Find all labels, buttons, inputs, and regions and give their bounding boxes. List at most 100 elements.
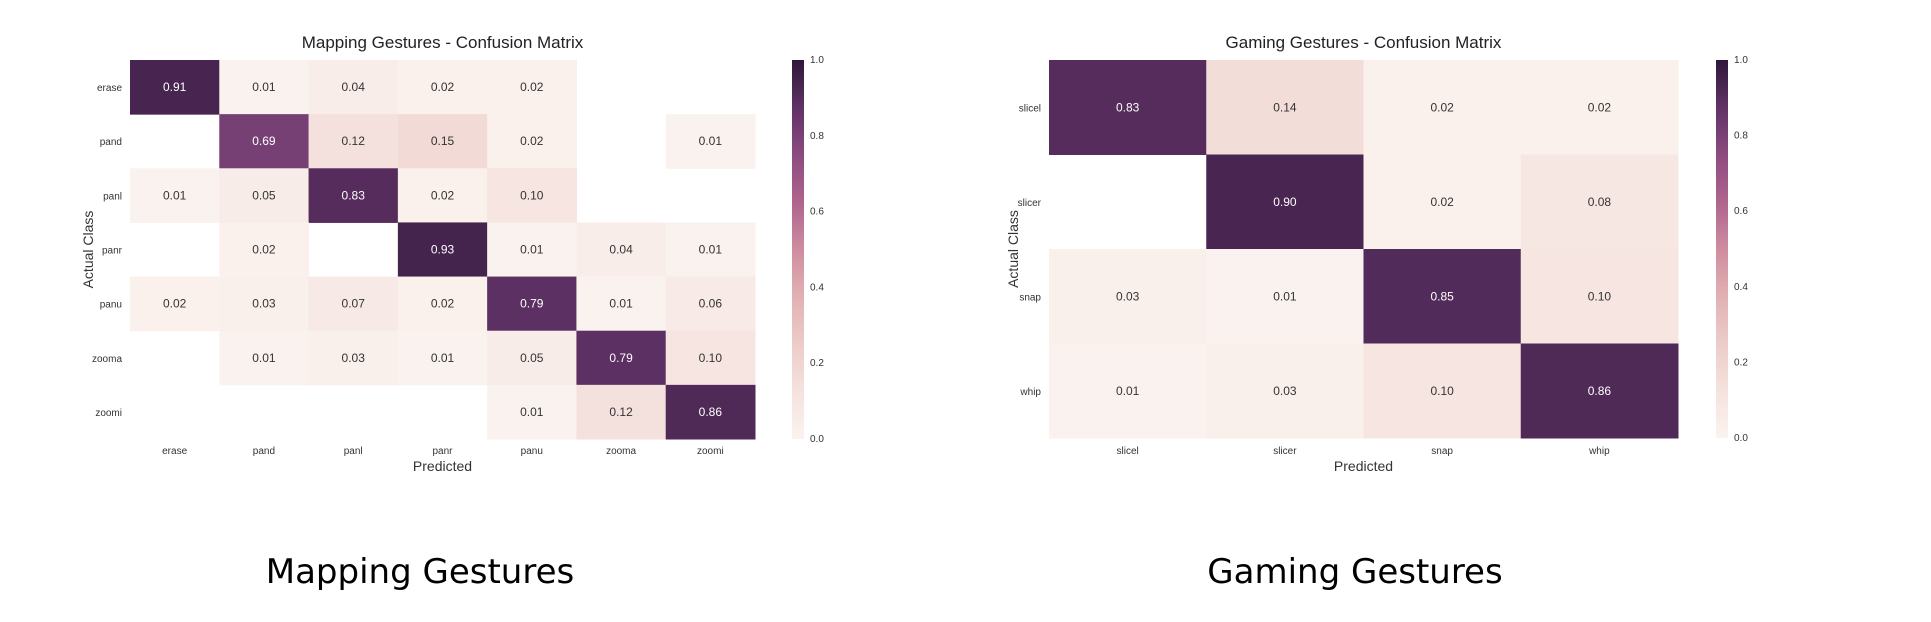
cell-value-label: 0.14 [1273, 100, 1297, 114]
column-tick-label-pand: pand [253, 446, 275, 457]
heatmap-cell [1049, 249, 1207, 344]
cell-value-label: 0.08 [1588, 195, 1612, 209]
cell-value-label: 0.01 [163, 188, 187, 202]
chart-title: Gaming Gestures - Confusion Matrix [1226, 33, 1502, 52]
heatmap-cell [665, 114, 756, 169]
heatmap-cell [308, 60, 399, 115]
chart-title: Mapping Gestures - Confusion Matrix [302, 33, 584, 52]
heatmap-cell [397, 168, 488, 223]
heatmap-cell [1206, 343, 1364, 439]
heatmap-cell [487, 114, 577, 169]
row-tick-label-panu: panu [100, 300, 122, 311]
heatmap-cell [1363, 154, 1522, 250]
row-tick-label-whip: whip [1019, 387, 1041, 398]
heatmap-cell [487, 384, 577, 440]
heatmap-cell [1363, 60, 1522, 155]
cell-value-label: 0.69 [252, 134, 276, 148]
cell-value-label: 0.03 [342, 351, 366, 365]
cell-value-label: 0.02 [520, 134, 544, 148]
column-tick-label-panl: panl [344, 446, 363, 457]
heatmap-cell [576, 276, 667, 332]
heatmap-cell [397, 276, 488, 332]
heatmap-cell [1049, 60, 1207, 155]
column-tick-label-zoomi: zoomi [697, 446, 724, 457]
colorbar-tick-label: 0.6 [810, 207, 824, 218]
heatmap-cell [487, 168, 577, 223]
cell-value-label: 0.86 [1588, 384, 1612, 398]
heatmap-cell [1206, 154, 1364, 250]
mapping-confusion-matrix: Mapping Gestures - Confusion Matrix 0.91 0… [80, 33, 824, 474]
heatmap-cell [219, 276, 310, 332]
colorbar-tick-label: 0.6 [1734, 206, 1748, 217]
heatmap-cell [397, 222, 488, 278]
column-tick-label-panr: panr [432, 446, 453, 457]
colorbar-tick-label: 0.4 [1734, 282, 1748, 293]
cell-value-label: 0.93 [431, 243, 455, 257]
heatmap-cell [219, 168, 310, 223]
heatmap-cell [219, 330, 310, 386]
colorbar [1716, 60, 1728, 438]
colorbar-tick-label: 0.2 [810, 358, 824, 369]
cell-value-label: 0.01 [609, 297, 633, 311]
cell-value-label: 0.86 [699, 405, 723, 419]
heatmap-cell [665, 330, 756, 386]
row-tick-label-slicel: slicel [1019, 103, 1041, 114]
cell-value-label: 0.07 [342, 297, 366, 311]
heatmap-cell [1520, 154, 1679, 250]
column-tick-label-zooma: zooma [606, 446, 636, 457]
cell-value-label: 0.02 [1430, 100, 1454, 114]
cell-value-label: 0.03 [252, 297, 276, 311]
heatmap-cell [397, 330, 488, 386]
heatmap-cell [130, 60, 220, 115]
heatmap-cell [1206, 249, 1364, 344]
row-tick-label-snap: snap [1019, 292, 1041, 303]
cell-value-label: 0.01 [431, 351, 455, 365]
heatmap-cell [219, 114, 310, 169]
row-tick-label-panl: panl [103, 191, 122, 202]
row-tick-label-zooma: zooma [92, 354, 122, 365]
row-tick-label-slicer: slicer [1018, 198, 1042, 209]
colorbar-tick-label: 0.4 [810, 282, 824, 293]
cell-value-label: 0.10 [520, 188, 544, 202]
column-tick-label-slicel: slicel [1117, 446, 1139, 457]
heatmap-cell [1520, 60, 1679, 155]
heatmap-cell [1206, 60, 1364, 155]
column-tick-label-erase: erase [162, 446, 187, 457]
colorbar-tick-label: 0.0 [1734, 433, 1748, 444]
colorbar-tick-label: 1.0 [1734, 55, 1748, 66]
heatmap-cell [576, 384, 667, 440]
cell-value-label: 0.01 [252, 351, 276, 365]
heatmap-cell [130, 276, 220, 332]
row-tick-label-zoomi: zoomi [95, 408, 122, 419]
cell-value-label: 0.10 [1588, 289, 1612, 303]
cell-value-label: 0.91 [163, 80, 187, 94]
cell-value-label: 0.01 [520, 405, 544, 419]
cell-value-label: 0.03 [1116, 289, 1140, 303]
heatmap-cell [665, 276, 756, 332]
cell-value-label: 0.10 [1430, 384, 1454, 398]
cell-value-label: 0.02 [431, 297, 455, 311]
cell-value-label: 0.79 [609, 351, 633, 365]
y-axis-label: Actual Class [80, 211, 96, 289]
colorbar-tick-label: 0.8 [810, 131, 824, 142]
cell-value-label: 0.10 [699, 351, 723, 365]
y-axis-label: Actual Class [1005, 210, 1021, 288]
cell-value-label: 0.15 [431, 134, 455, 148]
colorbar [792, 60, 804, 439]
heatmap-cell [576, 330, 667, 386]
heatmap-cell [1049, 343, 1207, 439]
cell-value-label: 0.05 [520, 351, 544, 365]
column-tick-label-panu: panu [521, 446, 543, 457]
column-tick-label-slicer: slicer [1273, 446, 1297, 457]
row-tick-label-panr: panr [102, 246, 123, 257]
cell-value-label: 0.01 [1273, 289, 1297, 303]
heatmap-cell [1520, 249, 1679, 344]
heatmap-cell [308, 276, 399, 332]
cell-value-label: 0.03 [1273, 384, 1297, 398]
heatmap-cell [397, 60, 488, 115]
cell-value-label: 0.05 [252, 188, 276, 202]
heatmap-cell [219, 222, 310, 278]
cell-value-label: 0.02 [1430, 195, 1454, 209]
colorbar-tick-label: 0.2 [1734, 357, 1748, 368]
